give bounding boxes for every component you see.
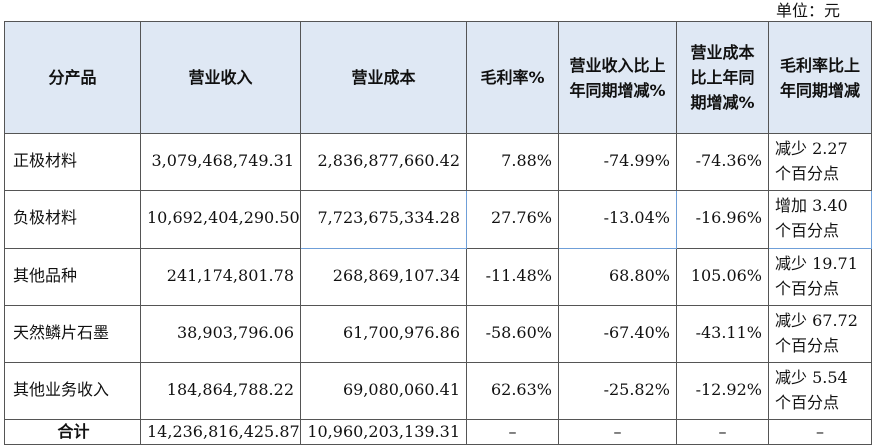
cell-product: 天然鳞片石墨 bbox=[4, 304, 141, 364]
total-label: 合计 bbox=[4, 419, 141, 445]
cell-product: 其他品种 bbox=[4, 247, 141, 306]
cell-revenue: 241,174,801.78 bbox=[140, 247, 301, 306]
cell-product: 其他业务收入 bbox=[4, 362, 141, 421]
cell-cost-change: -74.36% bbox=[676, 132, 769, 192]
cell-cost: 61,700,976.86 bbox=[300, 304, 467, 364]
cell-margin: 62.63% bbox=[466, 362, 559, 421]
total-row: 合计 14,236,816,425.87 10,960,203,139.31 –… bbox=[4, 419, 872, 445]
cell-revenue-change: -25.82% bbox=[558, 362, 677, 421]
total-cost: 10,960,203,139.31 bbox=[300, 419, 467, 445]
total-margin: – bbox=[466, 419, 559, 445]
cell-revenue: 38,903,796.06 bbox=[140, 304, 301, 364]
cell-cost-change: 105.06% bbox=[676, 247, 769, 306]
cell-revenue: 10,692,404,290.50 bbox=[140, 190, 301, 249]
cell-margin-change: 减少 2.27 个百分点 bbox=[768, 132, 872, 192]
cell-revenue-change: -74.99% bbox=[558, 132, 677, 192]
cell-revenue-change: 68.80% bbox=[558, 247, 677, 306]
cell-margin: -11.48% bbox=[466, 247, 559, 306]
cell-revenue-change: -67.40% bbox=[558, 304, 677, 364]
table-row: 其他品种 241,174,801.78 268,869,107.34 -11.4… bbox=[4, 247, 872, 306]
cell-revenue-change: -13.04% bbox=[558, 190, 677, 249]
header-revenue-change: 营业收入比上年同期增减% bbox=[558, 21, 677, 134]
cell-cost-change: -43.11% bbox=[676, 304, 769, 364]
header-row: 分产品 营业收入 营业成本 毛利率% 营业收入比上年同期增减% 营业成本比上年同… bbox=[4, 21, 872, 134]
table-row: 正极材料 3,079,468,749.31 2,836,877,660.42 7… bbox=[4, 132, 872, 192]
cell-margin: -58.60% bbox=[466, 304, 559, 364]
total-cost-change: – bbox=[676, 419, 769, 445]
cell-cost: 268,869,107.34 bbox=[300, 247, 467, 306]
cell-cost: 2,836,877,660.42 bbox=[300, 132, 467, 192]
cell-cost-change: -16.96% bbox=[676, 190, 769, 249]
cell-cost-change: -12.92% bbox=[676, 362, 769, 421]
table-row: 其他业务收入 184,864,788.22 69,080,060.41 62.6… bbox=[4, 362, 872, 421]
cell-revenue: 184,864,788.22 bbox=[140, 362, 301, 421]
total-margin-change: – bbox=[768, 419, 872, 445]
cell-product: 负极材料 bbox=[4, 190, 141, 249]
header-product: 分产品 bbox=[4, 21, 141, 134]
cell-cost: 69,080,060.41 bbox=[300, 362, 467, 421]
product-revenue-table: 分产品 营业收入 营业成本 毛利率% 营业收入比上年同期增减% 营业成本比上年同… bbox=[4, 21, 872, 445]
total-revenue-change: – bbox=[558, 419, 677, 445]
cell-product: 正极材料 bbox=[4, 132, 141, 192]
header-revenue: 营业收入 bbox=[140, 21, 301, 134]
cell-revenue: 3,079,468,749.31 bbox=[140, 132, 301, 192]
cell-margin: 27.76% bbox=[466, 190, 559, 249]
cell-margin-change: 减少 19.71 个百分点 bbox=[768, 247, 872, 306]
table-row: 负极材料 10,692,404,290.50 7,723,675,334.28 … bbox=[4, 190, 872, 249]
cell-margin-change: 增加 3.40 个百分点 bbox=[768, 190, 872, 249]
cell-cost: 7,723,675,334.28 bbox=[300, 190, 467, 249]
total-revenue: 14,236,816,425.87 bbox=[140, 419, 301, 445]
header-cost-change: 营业成本比上年同期增减% bbox=[676, 21, 769, 134]
cell-margin: 7.88% bbox=[466, 132, 559, 192]
header-cost: 营业成本 bbox=[300, 21, 467, 134]
header-margin-change: 毛利率比上年同期增减 bbox=[768, 21, 872, 134]
cell-margin-change: 减少 5.54 个百分点 bbox=[768, 362, 872, 421]
header-margin: 毛利率% bbox=[466, 21, 559, 134]
table-row: 天然鳞片石墨 38,903,796.06 61,700,976.86 -58.6… bbox=[4, 304, 872, 364]
cell-margin-change: 减少 67.72 个百分点 bbox=[768, 304, 872, 364]
unit-label: 单位：元 bbox=[775, 1, 840, 20]
